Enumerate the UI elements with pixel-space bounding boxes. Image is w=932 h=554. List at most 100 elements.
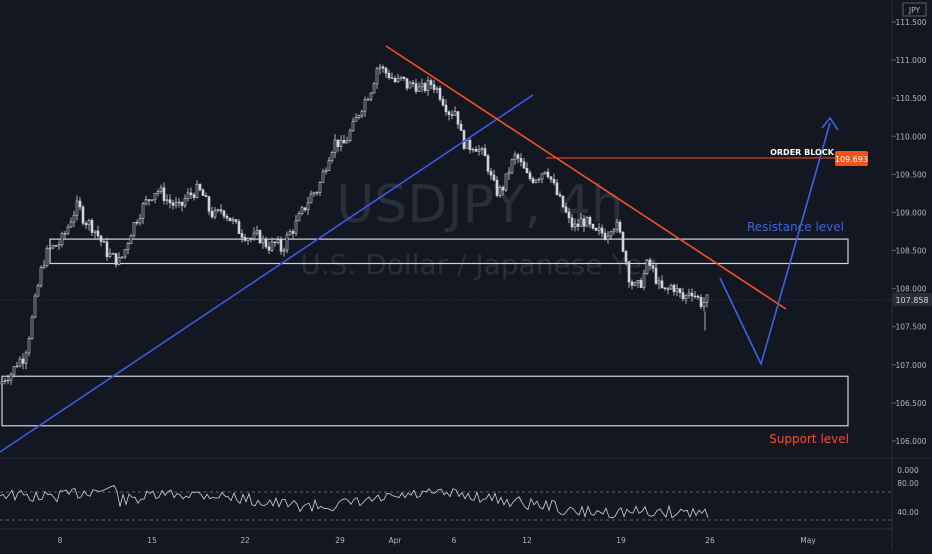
candle-body [318, 182, 322, 193]
candle-body [531, 178, 535, 183]
candle-body [177, 201, 181, 204]
projection-arrowhead [821, 116, 839, 131]
candle-body [168, 199, 172, 204]
candle-body [504, 173, 508, 191]
candle-body [429, 80, 433, 85]
candle-body [546, 171, 550, 178]
candle-body [336, 139, 340, 147]
candle-body [147, 199, 151, 201]
candle-body [21, 358, 25, 364]
last-price-badge [893, 293, 932, 306]
time-tick-label: 15 [147, 536, 157, 545]
descending-trendline [385, 45, 787, 310]
candle-body [693, 295, 697, 298]
candle-body [555, 182, 559, 195]
candle-body [339, 140, 343, 147]
candle-body [63, 233, 67, 235]
candle-body [540, 173, 544, 180]
candle-body [549, 176, 553, 180]
time-tick-label: May [800, 536, 816, 545]
candle-body [612, 229, 616, 233]
candle-body [684, 295, 688, 300]
candle-body [378, 66, 382, 70]
candle-body [288, 231, 292, 236]
candle-body [285, 234, 289, 251]
candle-body [570, 217, 574, 228]
candle-body [399, 76, 403, 79]
candle-body [414, 83, 418, 92]
candle-body [600, 227, 604, 234]
time-axis[interactable]: 8 15 22 29 Apr 6 12 19 26 May [58, 536, 817, 545]
candle-body [54, 245, 58, 247]
candle-body [231, 219, 235, 222]
price-tick-label: 111.500 [895, 18, 926, 27]
candle-body [291, 231, 295, 234]
candle-body [159, 187, 163, 192]
candle-body [582, 218, 586, 227]
candle-body [525, 167, 529, 174]
candle-body [198, 183, 202, 191]
candle-body [459, 123, 463, 131]
candle-body [126, 243, 130, 250]
candle-body [234, 219, 238, 222]
candle-body [447, 111, 451, 115]
candle-body [270, 241, 274, 251]
candle-body [306, 202, 310, 211]
candle-body [666, 288, 670, 290]
candle-body [444, 104, 448, 113]
currency-badge[interactable]: JPY [908, 6, 921, 15]
candle-body [18, 358, 22, 367]
candle-body [351, 120, 355, 132]
candle-body [183, 198, 187, 206]
candles [0, 63, 709, 385]
candle-body [201, 189, 205, 196]
candle-body [111, 253, 115, 255]
candle-body [108, 253, 112, 257]
candle-body [651, 265, 655, 269]
candle-body [6, 379, 10, 382]
currency-badge-box[interactable] [902, 2, 927, 17]
candle-body [78, 200, 82, 208]
candle-body [213, 210, 217, 218]
order-block-price: 109.693 [835, 155, 868, 164]
rsi-pane: 0.000 80.00 40.00 [0, 466, 919, 521]
price-tick-label: 111.000 [895, 56, 926, 65]
candle-body [249, 238, 253, 240]
price-tick-label: 107.000 [895, 361, 926, 370]
candle-body [369, 92, 373, 100]
candle-body [687, 292, 691, 296]
candle-body [69, 221, 73, 228]
candle-body [375, 68, 379, 85]
candle-body [606, 235, 610, 240]
candle-body [117, 257, 121, 265]
candle-body [636, 280, 640, 284]
candle-body [618, 221, 622, 233]
candle-body [162, 187, 166, 201]
candle-body [354, 117, 358, 122]
candle-body [426, 80, 430, 91]
price-axis[interactable]: 111.500 111.000 110.500 110.000 109.500 109.0… [892, 18, 927, 446]
candle-body [81, 206, 85, 224]
resistance-label: Resistance level [747, 220, 844, 234]
candle-body [15, 365, 19, 368]
candle-body [609, 231, 613, 237]
candle-body [564, 206, 568, 213]
candle-body [138, 218, 142, 224]
zone-box [1, 375, 849, 427]
candle-body [246, 238, 250, 241]
candle-body [171, 202, 175, 206]
candle-body [654, 267, 658, 284]
candle-body [483, 148, 487, 157]
time-tick-label: 22 [240, 536, 250, 545]
candle-body [342, 140, 346, 144]
candle-body [222, 210, 226, 217]
candle-body [615, 221, 619, 231]
candle-body [75, 200, 79, 216]
candle-body [153, 192, 157, 201]
candle-body [0, 381, 4, 385]
price-tick-label: 106.000 [895, 437, 926, 446]
candle-body [90, 220, 94, 233]
candle-body [381, 66, 385, 69]
